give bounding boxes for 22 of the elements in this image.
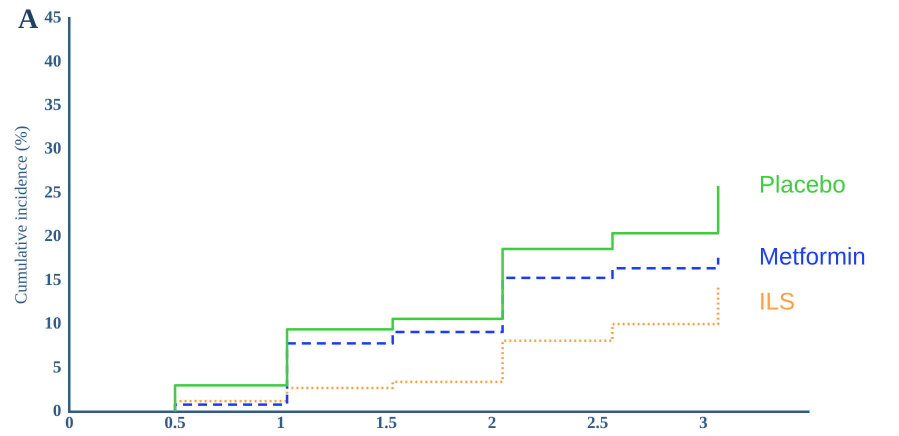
x-tick-label: 2.5 (587, 413, 608, 432)
y-axis-title: Cumulative incidence (%) (12, 126, 31, 304)
y-tick-label: 0 (52, 400, 62, 420)
y-tick-label: 25 (44, 182, 62, 202)
y-tick-label: 45 (44, 8, 62, 27)
x-tick-label: 3 (699, 413, 708, 432)
x-tick-label: 1.5 (376, 413, 397, 432)
series-label: Placebo (759, 172, 846, 199)
x-tick-label: 0 (65, 413, 74, 432)
x-tick-label: 1 (276, 413, 285, 432)
x-tick-label: 2 (488, 413, 496, 432)
y-tick-label: 15 (44, 270, 62, 289)
y-tick-label: 5 (52, 357, 62, 376)
series-label: ILS (759, 288, 796, 316)
y-tick-label: 20 (44, 226, 62, 246)
y-tick-label: 30 (44, 138, 62, 158)
text: A (18, 4, 38, 36)
x-tick-label: 0.5 (164, 413, 186, 432)
y-tick-label: 40 (44, 51, 62, 70)
y-tick-label: 10 (44, 314, 62, 333)
y-tick-label: 35 (44, 95, 62, 114)
series-label: Metformin (759, 243, 866, 270)
